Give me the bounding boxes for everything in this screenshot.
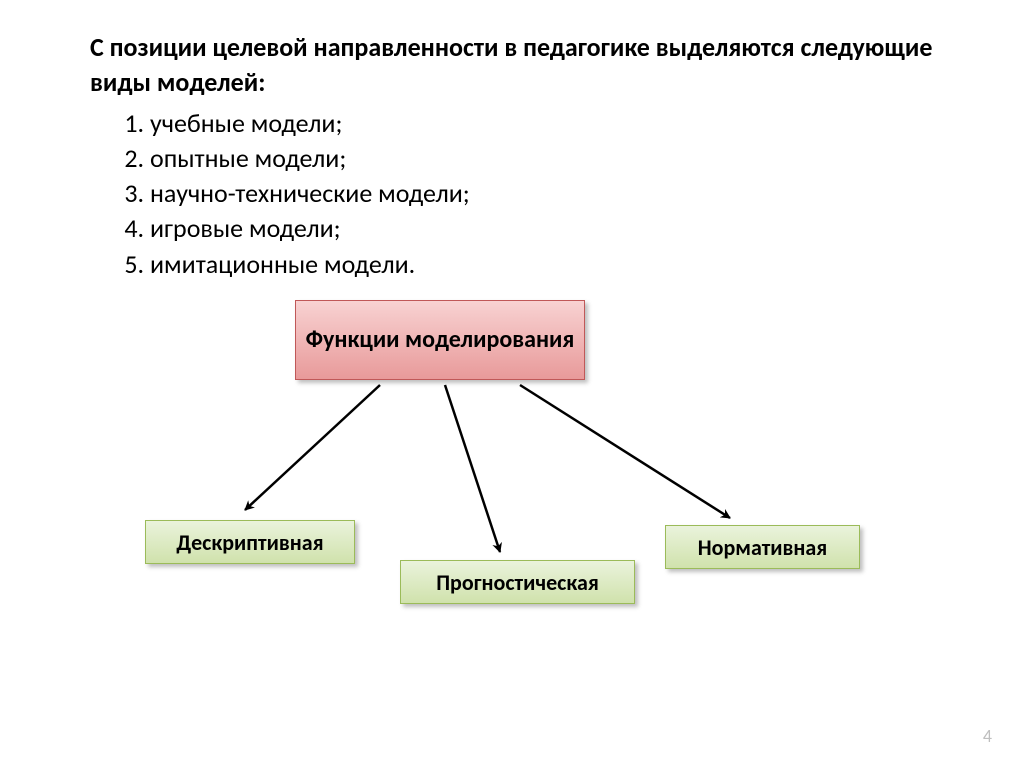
- child-node-prognostic: Прогностическая: [400, 560, 635, 604]
- child-node-normative: Нормативная: [665, 525, 860, 569]
- list-item: учебные модели;: [150, 106, 934, 141]
- arrow-line: [245, 385, 380, 510]
- arrow-line: [520, 385, 730, 518]
- list-item: научно-технические модели;: [150, 176, 934, 211]
- list-item: опытные модели;: [150, 141, 934, 176]
- functions-diagram: Функции моделирования Дескриптивная Прог…: [0, 300, 1024, 700]
- page-number: 4: [983, 725, 992, 747]
- list-item: игровые модели;: [150, 211, 934, 246]
- root-node-label: Функции моделирования: [306, 325, 575, 355]
- root-node: Функции моделирования: [295, 300, 585, 380]
- child-node-label: Прогностическая: [436, 569, 599, 596]
- child-node-label: Дескриптивная: [176, 529, 323, 556]
- list-item: имитационные модели.: [150, 247, 934, 282]
- model-types-list: учебные модели; опытные модели; научно-т…: [90, 106, 934, 281]
- child-node-descriptive: Дескриптивная: [145, 520, 355, 564]
- arrow-line: [445, 385, 500, 552]
- slide-heading: С позиции целевой направленности в педаг…: [90, 30, 934, 100]
- child-node-label: Нормативная: [698, 534, 828, 561]
